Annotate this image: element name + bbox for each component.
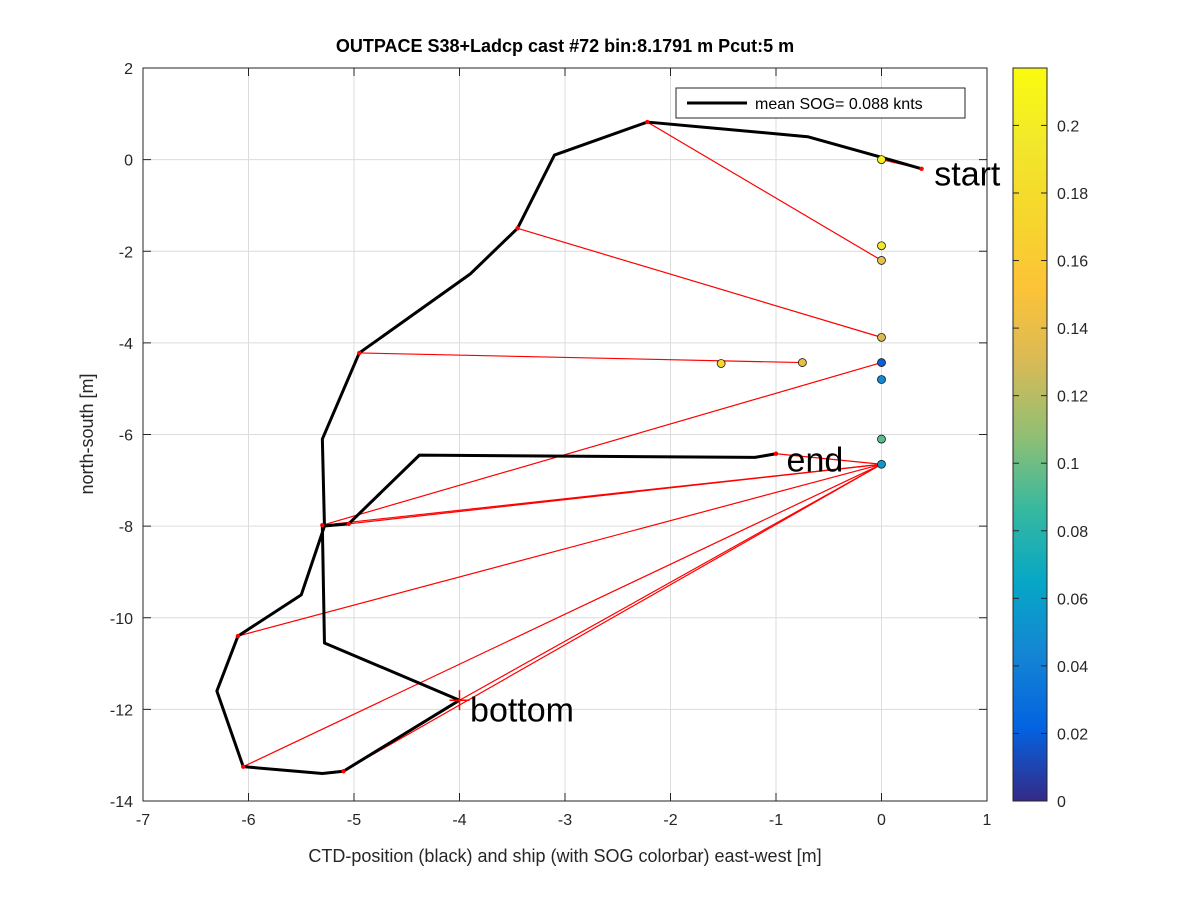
y-tick-label: -6 xyxy=(119,428,133,445)
colorbar-tick-label: 0.1 xyxy=(1057,456,1079,473)
y-tick-label: -2 xyxy=(119,244,133,261)
plot-area xyxy=(215,119,924,776)
colorbar-tick-label: 0.14 xyxy=(1057,321,1088,338)
y-tick-label: -4 xyxy=(119,336,133,353)
y-tick-label: -12 xyxy=(110,702,133,719)
ctd-marker xyxy=(773,451,779,456)
colorbar-tick-label: 0.08 xyxy=(1057,524,1088,541)
colorbar-tick-label: 0.02 xyxy=(1057,726,1088,743)
colorbar-gradient xyxy=(1012,67,1048,802)
chart-title: OUTPACE S38+Ladcp cast #72 bin:8.1791 m … xyxy=(336,36,794,56)
x-axis-label: CTD-position (black) and ship (with SOG … xyxy=(308,846,821,866)
x-tick-label: 0 xyxy=(877,812,886,829)
annotation-bottom: bottom xyxy=(470,691,574,729)
ship-sog-point xyxy=(877,358,886,367)
ctd-marker xyxy=(235,633,241,639)
legend: mean SOG= 0.088 knts xyxy=(675,87,966,119)
ship-sog-point xyxy=(877,241,886,251)
ship-ctd-connection-line xyxy=(322,361,882,526)
colorbar: 0 0.02 0.04 0.06 0.08 0.1 0.12 0.14 0.16 0.18 0.2 xyxy=(1012,67,1088,811)
ctd-marker xyxy=(341,769,346,774)
colorbar-tick-label: 0.18 xyxy=(1057,186,1088,203)
ship-ctd-connection-line xyxy=(242,463,882,768)
colorbar-tick-label: 0 xyxy=(1057,794,1066,811)
colorbar-tick-label: 0.16 xyxy=(1057,254,1088,271)
legend-entry: mean SOG= 0.088 knts xyxy=(755,96,923,113)
ship-ctd-connection-line xyxy=(646,121,882,261)
ship-sog-point xyxy=(877,155,886,165)
axis-ticks: -7 -6 -5 -4 -3 -2 -1 0 1-14-12-10-8-6-4-202 xyxy=(110,61,992,829)
annotation-start: start xyxy=(934,155,1001,193)
ship-ctd-connection-line xyxy=(237,463,882,637)
colorbar-tick-label: 0.12 xyxy=(1057,389,1088,406)
ship-sog-point xyxy=(716,359,726,368)
ship-sog-point xyxy=(877,375,886,384)
annotations: start end bottom xyxy=(470,155,1001,729)
x-tick-label: 1 xyxy=(983,812,992,829)
x-tick-label: -6 xyxy=(241,812,255,829)
colorbar-tick-label: 0.06 xyxy=(1057,591,1088,608)
x-tick-label: -4 xyxy=(452,812,466,829)
ship-sog-point xyxy=(797,358,807,367)
y-tick-label: -8 xyxy=(119,519,133,536)
colorbar-ticks: 0 0.02 0.04 0.06 0.08 0.1 0.12 0.14 0.16 0.18 0.2 xyxy=(1013,118,1088,811)
ship-ctd-connection-line xyxy=(775,453,882,465)
x-tick-label: -5 xyxy=(347,812,361,829)
ship-sog-point xyxy=(877,459,886,469)
y-tick-label: -14 xyxy=(110,794,133,811)
ctd-marker xyxy=(515,226,520,231)
ship-ctd-connection-line xyxy=(343,463,882,772)
ship-sog-point xyxy=(877,256,886,265)
x-tick-label: -1 xyxy=(769,812,783,829)
ctd-marker xyxy=(346,521,351,527)
x-tick-label: -2 xyxy=(663,812,677,829)
ship-ctd-connection-line xyxy=(459,463,882,701)
ship-sog-point xyxy=(877,332,886,342)
y-axis-label: north-south [m] xyxy=(77,373,97,494)
ctd-marker xyxy=(241,764,246,769)
annotation-end: end xyxy=(787,442,844,480)
ship-ctd-connection-line xyxy=(322,463,882,526)
ctd-marker xyxy=(320,523,325,528)
ctd-marker xyxy=(919,166,924,171)
y-tick-label: 2 xyxy=(124,61,133,78)
x-tick-label: -3 xyxy=(558,812,572,829)
ctd-marker xyxy=(645,119,650,125)
ship-ctd-connection-line xyxy=(359,352,803,364)
ship-ctd-connection-line xyxy=(517,227,882,338)
ctd-marker xyxy=(357,350,362,356)
y-tick-label: 0 xyxy=(124,153,133,170)
colorbar-tick-label: 0.2 xyxy=(1057,118,1079,135)
x-tick-label: -7 xyxy=(136,812,150,829)
ship-sog-point xyxy=(877,434,886,444)
colorbar-tick-label: 0.04 xyxy=(1057,659,1088,676)
y-tick-label: -10 xyxy=(110,611,133,628)
